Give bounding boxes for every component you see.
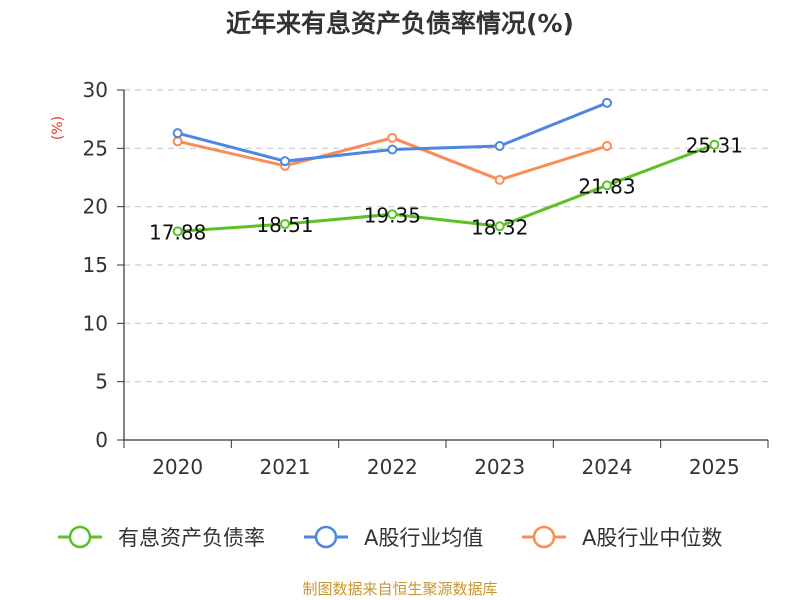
x-tick-label: 2020: [152, 455, 203, 479]
data-point: [172, 226, 183, 237]
chart-title: 近年来有息资产负债率情况(%): [226, 9, 574, 38]
x-tick-label: 2023: [474, 455, 525, 479]
y-tick-label: 25: [83, 136, 108, 160]
legend: 有息资产负债率 A股行业均值 A股行业中位数: [58, 525, 722, 550]
x-tick-label: 2022: [367, 455, 418, 479]
data-point: [602, 141, 612, 151]
data-point: [709, 139, 720, 150]
x-tick-label: 2025: [689, 455, 740, 479]
data-point: [280, 219, 290, 230]
grid-lines: [124, 89, 768, 383]
series-line: [177, 136, 608, 182]
data-label: 21.83: [578, 174, 635, 198]
data-label: 17.88: [149, 220, 206, 244]
legend-label: 有息资产负债率: [118, 526, 265, 550]
data-label: 18.32: [471, 215, 528, 239]
data-label: 18.51: [256, 213, 313, 237]
legend-label: A股行业均值: [364, 526, 483, 550]
data-point: [387, 144, 398, 155]
legend-marker: [314, 525, 338, 549]
data-point: [172, 128, 183, 139]
data-point: [602, 180, 612, 191]
legend-marker: [532, 525, 556, 549]
data-label: 19.35: [364, 203, 421, 227]
data-point: [387, 209, 398, 220]
source-note: 制图数据来自恒生聚源数据库: [302, 580, 497, 598]
data-point: [172, 136, 183, 147]
y-tick-label: 0: [95, 428, 108, 452]
x-tick-label: 2021: [260, 455, 311, 479]
data-labels: 17.88 18.51 19.35 18.32 21.83 25.31: [149, 134, 743, 245]
data-point: [494, 141, 505, 151]
data-point: [494, 221, 505, 232]
y-axis-unit-label: (%): [50, 116, 66, 140]
y-tick-label: 10: [83, 311, 108, 335]
y-tick-label: 5: [95, 370, 108, 394]
data-point: [494, 174, 505, 185]
x-tick-label: 2024: [582, 455, 633, 479]
legend-label: A股行业中位数: [582, 526, 722, 550]
y-tick-label: 30: [83, 78, 108, 102]
data-point: [602, 97, 612, 108]
data-point: [280, 156, 290, 167]
legend-marker: [68, 525, 92, 549]
y-tick-label: 15: [83, 253, 108, 277]
y-tick-label: 20: [83, 195, 108, 219]
series-line: [177, 143, 715, 233]
data-point: [387, 132, 398, 143]
data-label: 25.31: [686, 134, 743, 158]
series-lines: [172, 97, 720, 237]
